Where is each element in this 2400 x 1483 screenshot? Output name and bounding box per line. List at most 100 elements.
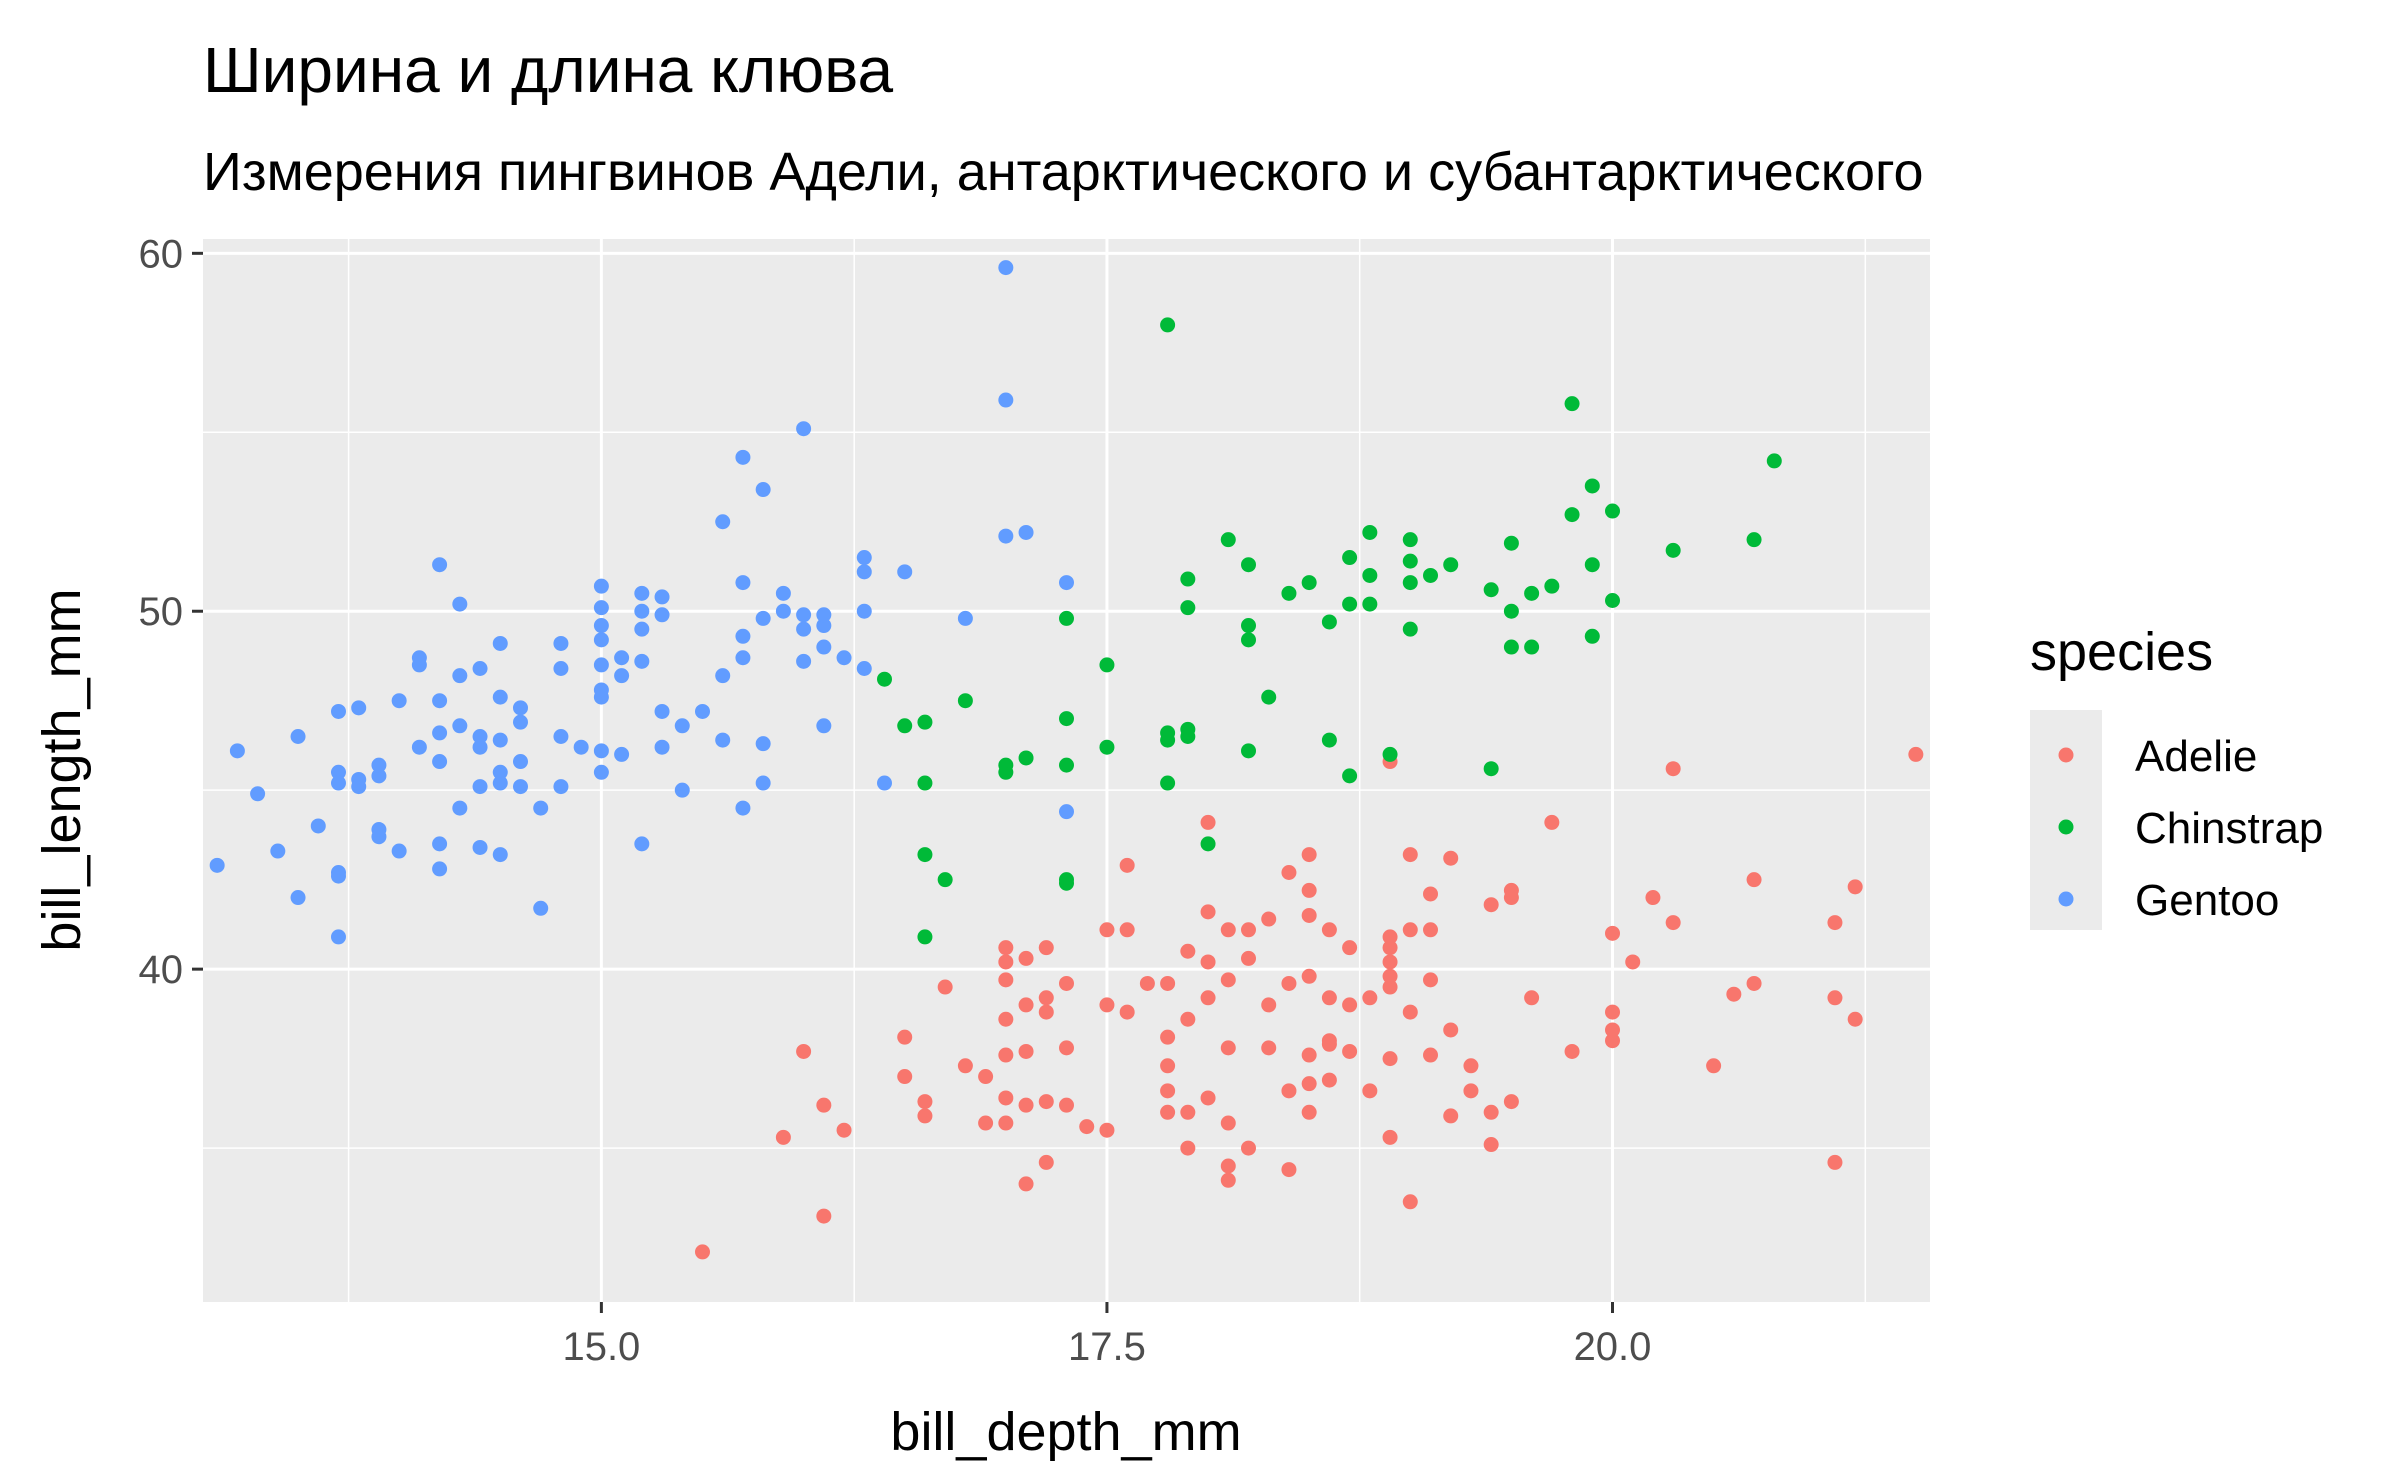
data-point-adelie xyxy=(1321,922,1337,938)
data-point-adelie xyxy=(1301,882,1317,898)
data-point-adelie xyxy=(775,1129,791,1145)
data-point-adelie xyxy=(1382,929,1398,945)
series-gentoo xyxy=(209,260,1074,945)
data-point-gentoo xyxy=(1018,524,1034,540)
data-point-adelie xyxy=(1402,1194,1418,1210)
data-point-chinstrap xyxy=(1301,575,1317,591)
data-point-adelie xyxy=(1139,975,1155,991)
legend: species Adelie Chinstrap Gentoo xyxy=(2030,622,2323,930)
data-point-adelie xyxy=(1382,979,1398,995)
data-point-chinstrap xyxy=(1766,453,1782,469)
data-point-chinstrap xyxy=(937,872,953,888)
data-point-gentoo xyxy=(492,847,508,863)
data-point-gentoo xyxy=(411,739,427,755)
data-point-gentoo xyxy=(330,868,346,884)
data-point-adelie xyxy=(836,1122,852,1138)
data-point-chinstrap xyxy=(1160,317,1176,333)
data-point-adelie xyxy=(1827,915,1843,931)
data-point-gentoo xyxy=(452,668,468,684)
data-point-adelie xyxy=(1362,1083,1378,1099)
data-point-adelie xyxy=(1038,1094,1054,1110)
data-point-gentoo xyxy=(452,596,468,612)
data-point-adelie xyxy=(1220,972,1236,988)
data-point-adelie xyxy=(1423,922,1439,938)
data-point-gentoo xyxy=(593,578,609,594)
x-axis: 15.0 17.5 20.0 xyxy=(562,1302,1651,1369)
data-point-gentoo xyxy=(351,779,367,795)
data-point-adelie xyxy=(937,979,953,995)
y-axis: 40 50 60 xyxy=(139,232,203,992)
data-point-adelie xyxy=(1160,1029,1176,1045)
data-point-adelie xyxy=(1402,847,1418,863)
data-point-adelie xyxy=(1544,814,1560,830)
y-tick-label: 60 xyxy=(139,232,184,276)
data-point-gentoo xyxy=(553,779,569,795)
data-point-adelie xyxy=(1301,847,1317,863)
data-point-chinstrap xyxy=(957,693,973,709)
data-point-adelie xyxy=(1018,1097,1034,1113)
data-point-gentoo xyxy=(512,779,528,795)
data-point-gentoo xyxy=(512,700,528,716)
data-point-adelie xyxy=(1321,1033,1337,1049)
data-point-adelie xyxy=(1423,972,1439,988)
data-point-adelie xyxy=(1059,975,1074,991)
data-point-gentoo xyxy=(654,589,670,605)
data-point-chinstrap xyxy=(1180,600,1196,616)
data-point-chinstrap xyxy=(1746,532,1762,548)
data-point-adelie xyxy=(1119,857,1135,873)
data-point-gentoo xyxy=(472,728,488,744)
data-point-adelie xyxy=(816,1097,832,1113)
data-point-adelie xyxy=(1220,1172,1236,1188)
data-point-adelie xyxy=(1463,1058,1479,1074)
data-point-adelie xyxy=(1099,1122,1115,1138)
data-point-gentoo xyxy=(512,714,528,730)
data-point-chinstrap xyxy=(917,714,933,730)
data-point-gentoo xyxy=(472,660,488,676)
data-point-adelie xyxy=(957,1058,973,1074)
data-point-adelie xyxy=(1281,1162,1297,1178)
data-point-gentoo xyxy=(432,557,448,573)
data-point-adelie xyxy=(1483,1137,1499,1153)
data-point-chinstrap xyxy=(1483,761,1499,777)
data-point-adelie xyxy=(1827,990,1843,1006)
data-point-adelie xyxy=(897,1029,913,1045)
data-point-gentoo xyxy=(472,779,488,795)
data-point-gentoo xyxy=(674,718,690,734)
data-point-chinstrap xyxy=(876,671,892,687)
data-point-gentoo xyxy=(856,603,872,619)
data-point-gentoo xyxy=(654,703,670,719)
data-point-gentoo xyxy=(330,929,346,945)
data-point-adelie xyxy=(1220,1115,1236,1131)
data-point-adelie xyxy=(816,1208,832,1224)
data-point-gentoo xyxy=(796,607,812,623)
x-tick-label: 17.5 xyxy=(1068,1325,1146,1369)
data-point-gentoo xyxy=(755,610,771,626)
data-point-adelie xyxy=(1382,1129,1398,1145)
legend-label-gentoo: Gentoo xyxy=(2135,876,2279,925)
data-point-adelie xyxy=(1038,990,1054,1006)
data-point-chinstrap xyxy=(1524,585,1540,601)
data-point-gentoo xyxy=(492,732,508,748)
data-point-chinstrap xyxy=(917,929,933,945)
data-point-gentoo xyxy=(897,564,913,580)
data-point-adelie xyxy=(1241,950,1257,966)
minor-gridlines xyxy=(203,239,1930,1302)
data-point-adelie xyxy=(897,1069,913,1085)
data-point-gentoo xyxy=(593,743,609,759)
data-point-adelie xyxy=(998,1011,1014,1027)
data-point-adelie xyxy=(1220,1040,1236,1056)
data-point-adelie xyxy=(978,1069,994,1085)
data-point-chinstrap xyxy=(1241,557,1257,573)
data-point-chinstrap xyxy=(1362,524,1378,540)
data-point-adelie xyxy=(1200,990,1216,1006)
data-point-adelie xyxy=(1362,990,1378,1006)
y-tick-label: 40 xyxy=(139,948,184,992)
data-point-gentoo xyxy=(553,660,569,676)
data-point-adelie xyxy=(1200,954,1216,970)
data-point-gentoo xyxy=(755,736,771,752)
data-point-adelie xyxy=(1665,915,1681,931)
data-point-chinstrap xyxy=(1099,657,1115,673)
data-point-chinstrap xyxy=(1241,632,1257,648)
data-point-gentoo xyxy=(492,635,508,651)
data-point-gentoo xyxy=(391,843,407,859)
